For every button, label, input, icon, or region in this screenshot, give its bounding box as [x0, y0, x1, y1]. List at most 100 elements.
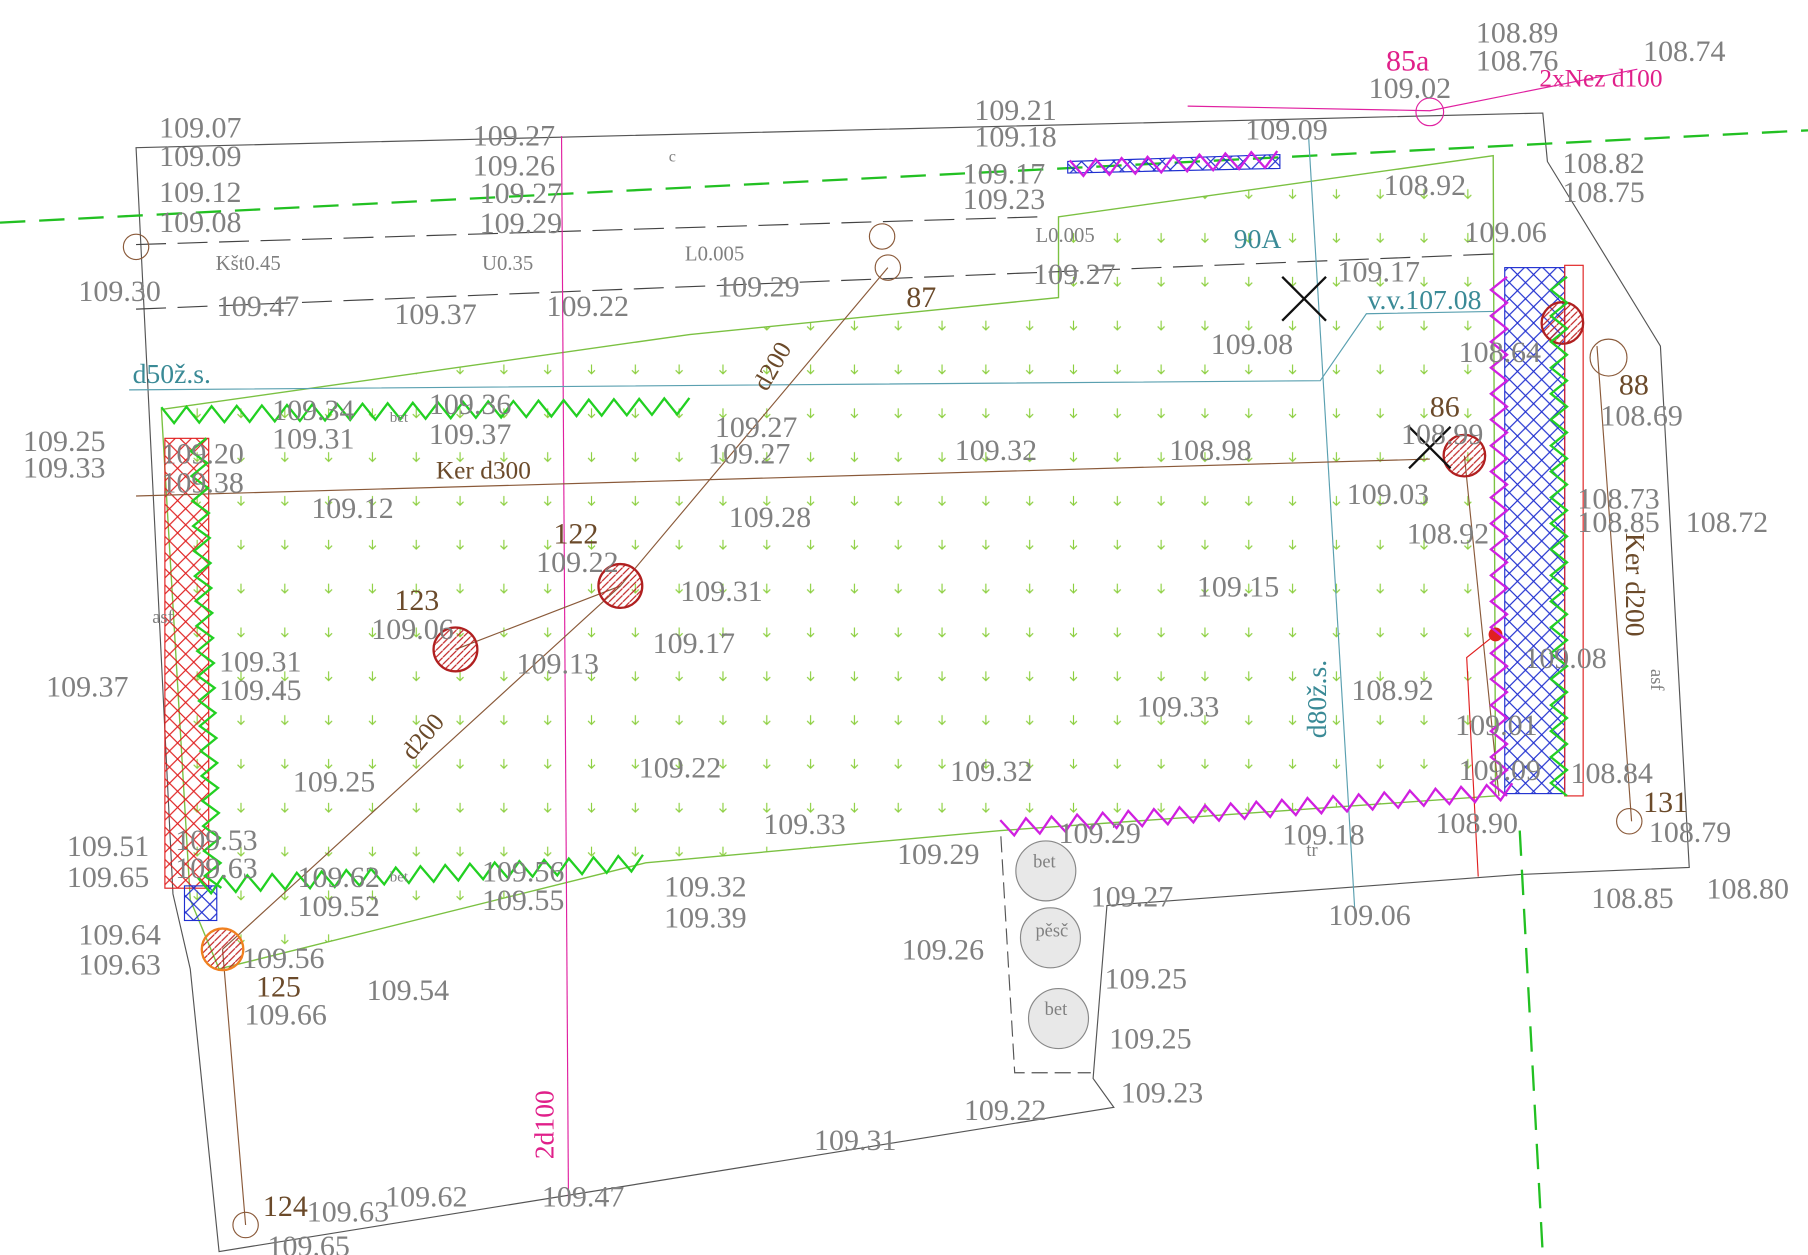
dashed-line	[136, 216, 1038, 246]
elevation-label: 109.25	[293, 765, 375, 798]
elevation-label: 109.56	[482, 855, 564, 888]
elevation-label: 109.29	[1059, 817, 1141, 850]
elevation-label: 108.92	[1384, 169, 1466, 202]
elevation-label: 109.47	[217, 290, 299, 323]
elevation-label: 109.31	[680, 575, 762, 608]
manhole	[1442, 433, 1487, 478]
annotation-label: bet	[1033, 851, 1056, 871]
elevation-label: 109.18	[974, 120, 1056, 153]
elevation-label: 108.72	[1686, 506, 1768, 539]
elevation-label: 109.64	[78, 919, 160, 952]
point-label: 131	[1643, 786, 1688, 819]
elevation-label: 109.31	[219, 645, 301, 678]
annotation-label: bet	[1045, 999, 1068, 1019]
point-label: 87	[906, 281, 936, 314]
annotation-label: L0.005	[685, 244, 744, 266]
red-line	[1466, 633, 1496, 877]
elevation-label: 109.34	[272, 394, 354, 427]
paving-stone	[1019, 907, 1081, 969]
zigzag-lines	[160, 150, 1569, 896]
red-point	[1488, 627, 1503, 642]
elevation-label: 108.64	[1459, 336, 1541, 369]
elevation-label: 109.20	[161, 438, 243, 471]
elevation-label: 109.23	[1121, 1077, 1203, 1110]
elevation-label: 108.84	[1570, 757, 1652, 790]
water-line	[1308, 138, 1356, 912]
elevation-label: 109.22	[639, 751, 721, 784]
annotation-label: Ker d300	[436, 457, 531, 485]
gas-line	[1187, 68, 1638, 112]
zigzag	[188, 437, 223, 889]
elevation-label: 109.22	[536, 546, 618, 579]
annotation-label: asf	[1647, 669, 1667, 691]
elevation-label: 108.80	[1707, 873, 1789, 906]
elevation-label: 109.27	[473, 119, 555, 152]
elevation-label: 109.12	[311, 492, 393, 525]
elevation-label: 109.33	[23, 452, 105, 485]
manhole	[432, 626, 479, 673]
elevation-label: 109.33	[763, 808, 845, 841]
elevation-label: 108.76	[1476, 44, 1558, 77]
elevation-label: 109.32	[664, 870, 746, 903]
elevation-label: 109.09	[1245, 114, 1327, 147]
dashed-line	[136, 253, 1500, 310]
pipe-line	[1596, 346, 1633, 822]
cross	[1281, 276, 1327, 322]
elevation-label: 108.82	[1562, 147, 1644, 180]
elevation-label: 109.17	[963, 157, 1045, 190]
elevation-label: 109.62	[297, 861, 379, 894]
paving-stone	[1027, 987, 1090, 1050]
elevation-label: 109.66	[244, 998, 326, 1031]
elevation-label: 109.03	[1347, 478, 1429, 511]
elevation-label: 109.65	[67, 861, 149, 894]
elevation-label: 109.22	[547, 290, 629, 323]
annotation-label: L0.005	[1035, 225, 1094, 247]
elevation-label: 109.13	[517, 648, 599, 681]
elevation-label: 109.17	[653, 627, 735, 660]
elevation-label: 109.29	[897, 838, 979, 871]
manhole	[200, 927, 245, 972]
blue-hatch	[1067, 153, 1281, 174]
blue-hatch	[1504, 267, 1566, 795]
elevation-label: 109.09	[159, 140, 241, 173]
elevation-label: 108.85	[1591, 882, 1673, 915]
annotation-label: tr	[1306, 840, 1317, 860]
annotation-label: 90A	[1234, 223, 1282, 254]
annotation-label: d50ž.s.	[133, 358, 211, 389]
annotation-label: 2d100	[528, 1090, 559, 1159]
elevation-label: 109.54	[367, 974, 449, 1007]
elevation-label: 109.26	[473, 149, 555, 182]
elevation-label: 109.37	[46, 671, 128, 704]
annotation-label: asf	[152, 607, 174, 627]
elevation-label: 109.52	[297, 890, 379, 923]
elevation-label: 109.12	[159, 176, 241, 209]
pipe-line	[1463, 455, 1500, 796]
elevation-label: 109.25	[23, 425, 105, 458]
elevation-label: 108.92	[1407, 517, 1489, 550]
red-strip	[1564, 264, 1584, 797]
elevation-label: 108.89	[1476, 17, 1558, 50]
annotation-label: bet	[390, 869, 409, 885]
zigzag	[1489, 275, 1509, 797]
elevation-label: 109.01	[1455, 709, 1537, 742]
pipe-line	[221, 949, 247, 1226]
drawing	[0, 68, 1808, 1255]
elevation-label: 109.63	[78, 949, 160, 982]
manhole	[1540, 301, 1585, 345]
elevation-label: 108.85	[1577, 506, 1659, 539]
elevation-label: 109.32	[950, 755, 1032, 788]
elevation-label: 109.09	[1459, 754, 1541, 787]
elevation-label: 109.37	[394, 298, 476, 331]
gas-symbol	[1415, 97, 1445, 127]
elevation-label: 108.74	[1643, 35, 1725, 68]
survey-point	[1589, 338, 1628, 377]
paving	[1000, 836, 1091, 1074]
red-hatch	[164, 437, 210, 889]
annotation-label: Ker d200	[1620, 533, 1651, 637]
elevation-label: 109.39	[664, 901, 746, 934]
elevation-label: 109.33	[1137, 690, 1219, 723]
elevation-label: 109.32	[955, 434, 1037, 467]
annotation-label: v.v.107.08	[1368, 284, 1482, 315]
